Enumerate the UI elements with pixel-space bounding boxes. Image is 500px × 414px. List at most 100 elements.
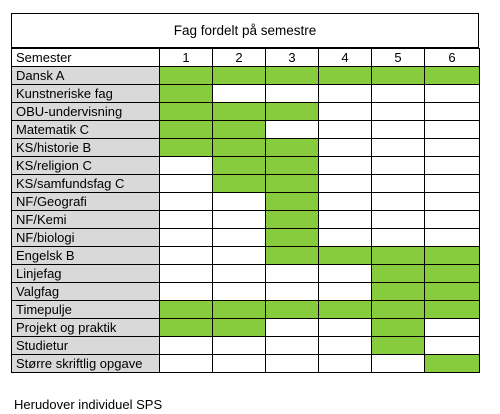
empty-cell (159, 156, 213, 175)
subject-label: KS/religion C (11, 156, 160, 175)
scheduled-cell (424, 300, 480, 319)
scheduled-cell (318, 246, 372, 265)
table-row: Studietur (11, 336, 480, 355)
empty-cell (424, 228, 480, 247)
empty-cell (265, 318, 319, 337)
scheduled-cell (265, 156, 319, 175)
scheduled-cell (265, 300, 319, 319)
scheduled-cell (371, 318, 425, 337)
scheduled-cell (424, 264, 480, 283)
empty-cell (371, 210, 425, 229)
table-row: NF/biologi (11, 228, 480, 247)
subject-label: OBU-undervisning (11, 102, 160, 121)
table-row: Dansk A (11, 66, 480, 85)
empty-cell (424, 156, 480, 175)
empty-cell (318, 354, 372, 373)
table-row: Valgfag (11, 282, 480, 301)
empty-cell (371, 174, 425, 193)
table-row: Kunstneriske fag (11, 84, 480, 103)
empty-cell (371, 156, 425, 175)
empty-cell (424, 336, 480, 355)
empty-cell (371, 120, 425, 139)
empty-cell (212, 192, 266, 211)
empty-cell (424, 138, 480, 157)
scheduled-cell (159, 120, 213, 139)
empty-cell (265, 84, 319, 103)
subject-label: NF/Kemi (11, 210, 160, 229)
empty-cell (371, 228, 425, 247)
subject-label: Projekt og praktik (11, 318, 160, 337)
empty-cell (212, 336, 266, 355)
empty-cell (265, 282, 319, 301)
scheduled-cell (212, 138, 266, 157)
scheduled-cell (318, 300, 372, 319)
empty-cell (318, 174, 372, 193)
empty-cell (371, 192, 425, 211)
empty-cell (318, 138, 372, 157)
semester-1-header: 1 (159, 48, 213, 67)
semester-3-header: 3 (265, 48, 319, 67)
subject-label: Studietur (11, 336, 160, 355)
empty-cell (371, 84, 425, 103)
empty-cell (424, 192, 480, 211)
subject-label: NF/biologi (11, 228, 160, 247)
scheduled-cell (212, 300, 266, 319)
semester-label: Semester (11, 48, 160, 67)
empty-cell (371, 102, 425, 121)
scheduled-cell (371, 336, 425, 355)
schedule-rows: Dansk A Kunstneriske fag OBU-undervisning M… (11, 66, 480, 373)
table-row: KS/historie B (11, 138, 480, 157)
scheduled-cell (424, 66, 480, 85)
scheduled-cell (371, 246, 425, 265)
empty-cell (318, 210, 372, 229)
empty-cell (212, 228, 266, 247)
empty-cell (318, 318, 372, 337)
footnote: Herudover individuel SPS (14, 397, 163, 412)
schedule-grid: Semester 1 2 3 4 5 6 Dansk A Kunstneriske… (11, 48, 480, 373)
empty-cell (265, 354, 319, 373)
empty-cell (424, 120, 480, 139)
empty-cell (424, 318, 480, 337)
empty-cell (159, 336, 213, 355)
scheduled-cell (212, 318, 266, 337)
scheduled-cell (265, 174, 319, 193)
scheduled-cell (265, 66, 319, 85)
subject-label: KS/samfundsfag C (11, 174, 160, 193)
table-row: Timepulje (11, 300, 480, 319)
table-row: Matematik C (11, 120, 480, 139)
empty-cell (424, 174, 480, 193)
table-row: Linjefag (11, 264, 480, 283)
table-row: KS/religion C (11, 156, 480, 175)
empty-cell (371, 354, 425, 373)
scheduled-cell (265, 138, 319, 157)
scheduled-cell (212, 156, 266, 175)
semester-5-header: 5 (371, 48, 425, 67)
empty-cell (212, 354, 266, 373)
scheduled-cell (265, 192, 319, 211)
table-row: OBU-undervisning (11, 102, 480, 121)
table-row: Projekt og praktik (11, 318, 480, 337)
scheduled-cell (371, 300, 425, 319)
empty-cell (212, 210, 266, 229)
subject-label: KS/historie B (11, 138, 160, 157)
empty-cell (212, 264, 266, 283)
empty-cell (318, 156, 372, 175)
empty-cell (318, 102, 372, 121)
subject-label: Matematik C (11, 120, 160, 139)
empty-cell (318, 84, 372, 103)
empty-cell (159, 264, 213, 283)
table-row: Engelsk B (11, 246, 480, 265)
empty-cell (159, 210, 213, 229)
scheduled-cell (265, 210, 319, 229)
empty-cell (318, 192, 372, 211)
subject-label: Kunstneriske fag (11, 84, 160, 103)
subject-label: Timepulje (11, 300, 160, 319)
subject-label: NF/Geografi (11, 192, 160, 211)
scheduled-cell (371, 282, 425, 301)
scheduled-cell (212, 102, 266, 121)
subject-label: Dansk A (11, 66, 160, 85)
scheduled-cell (424, 354, 480, 373)
scheduled-cell (159, 66, 213, 85)
scheduled-cell (159, 138, 213, 157)
scheduled-cell (424, 282, 480, 301)
